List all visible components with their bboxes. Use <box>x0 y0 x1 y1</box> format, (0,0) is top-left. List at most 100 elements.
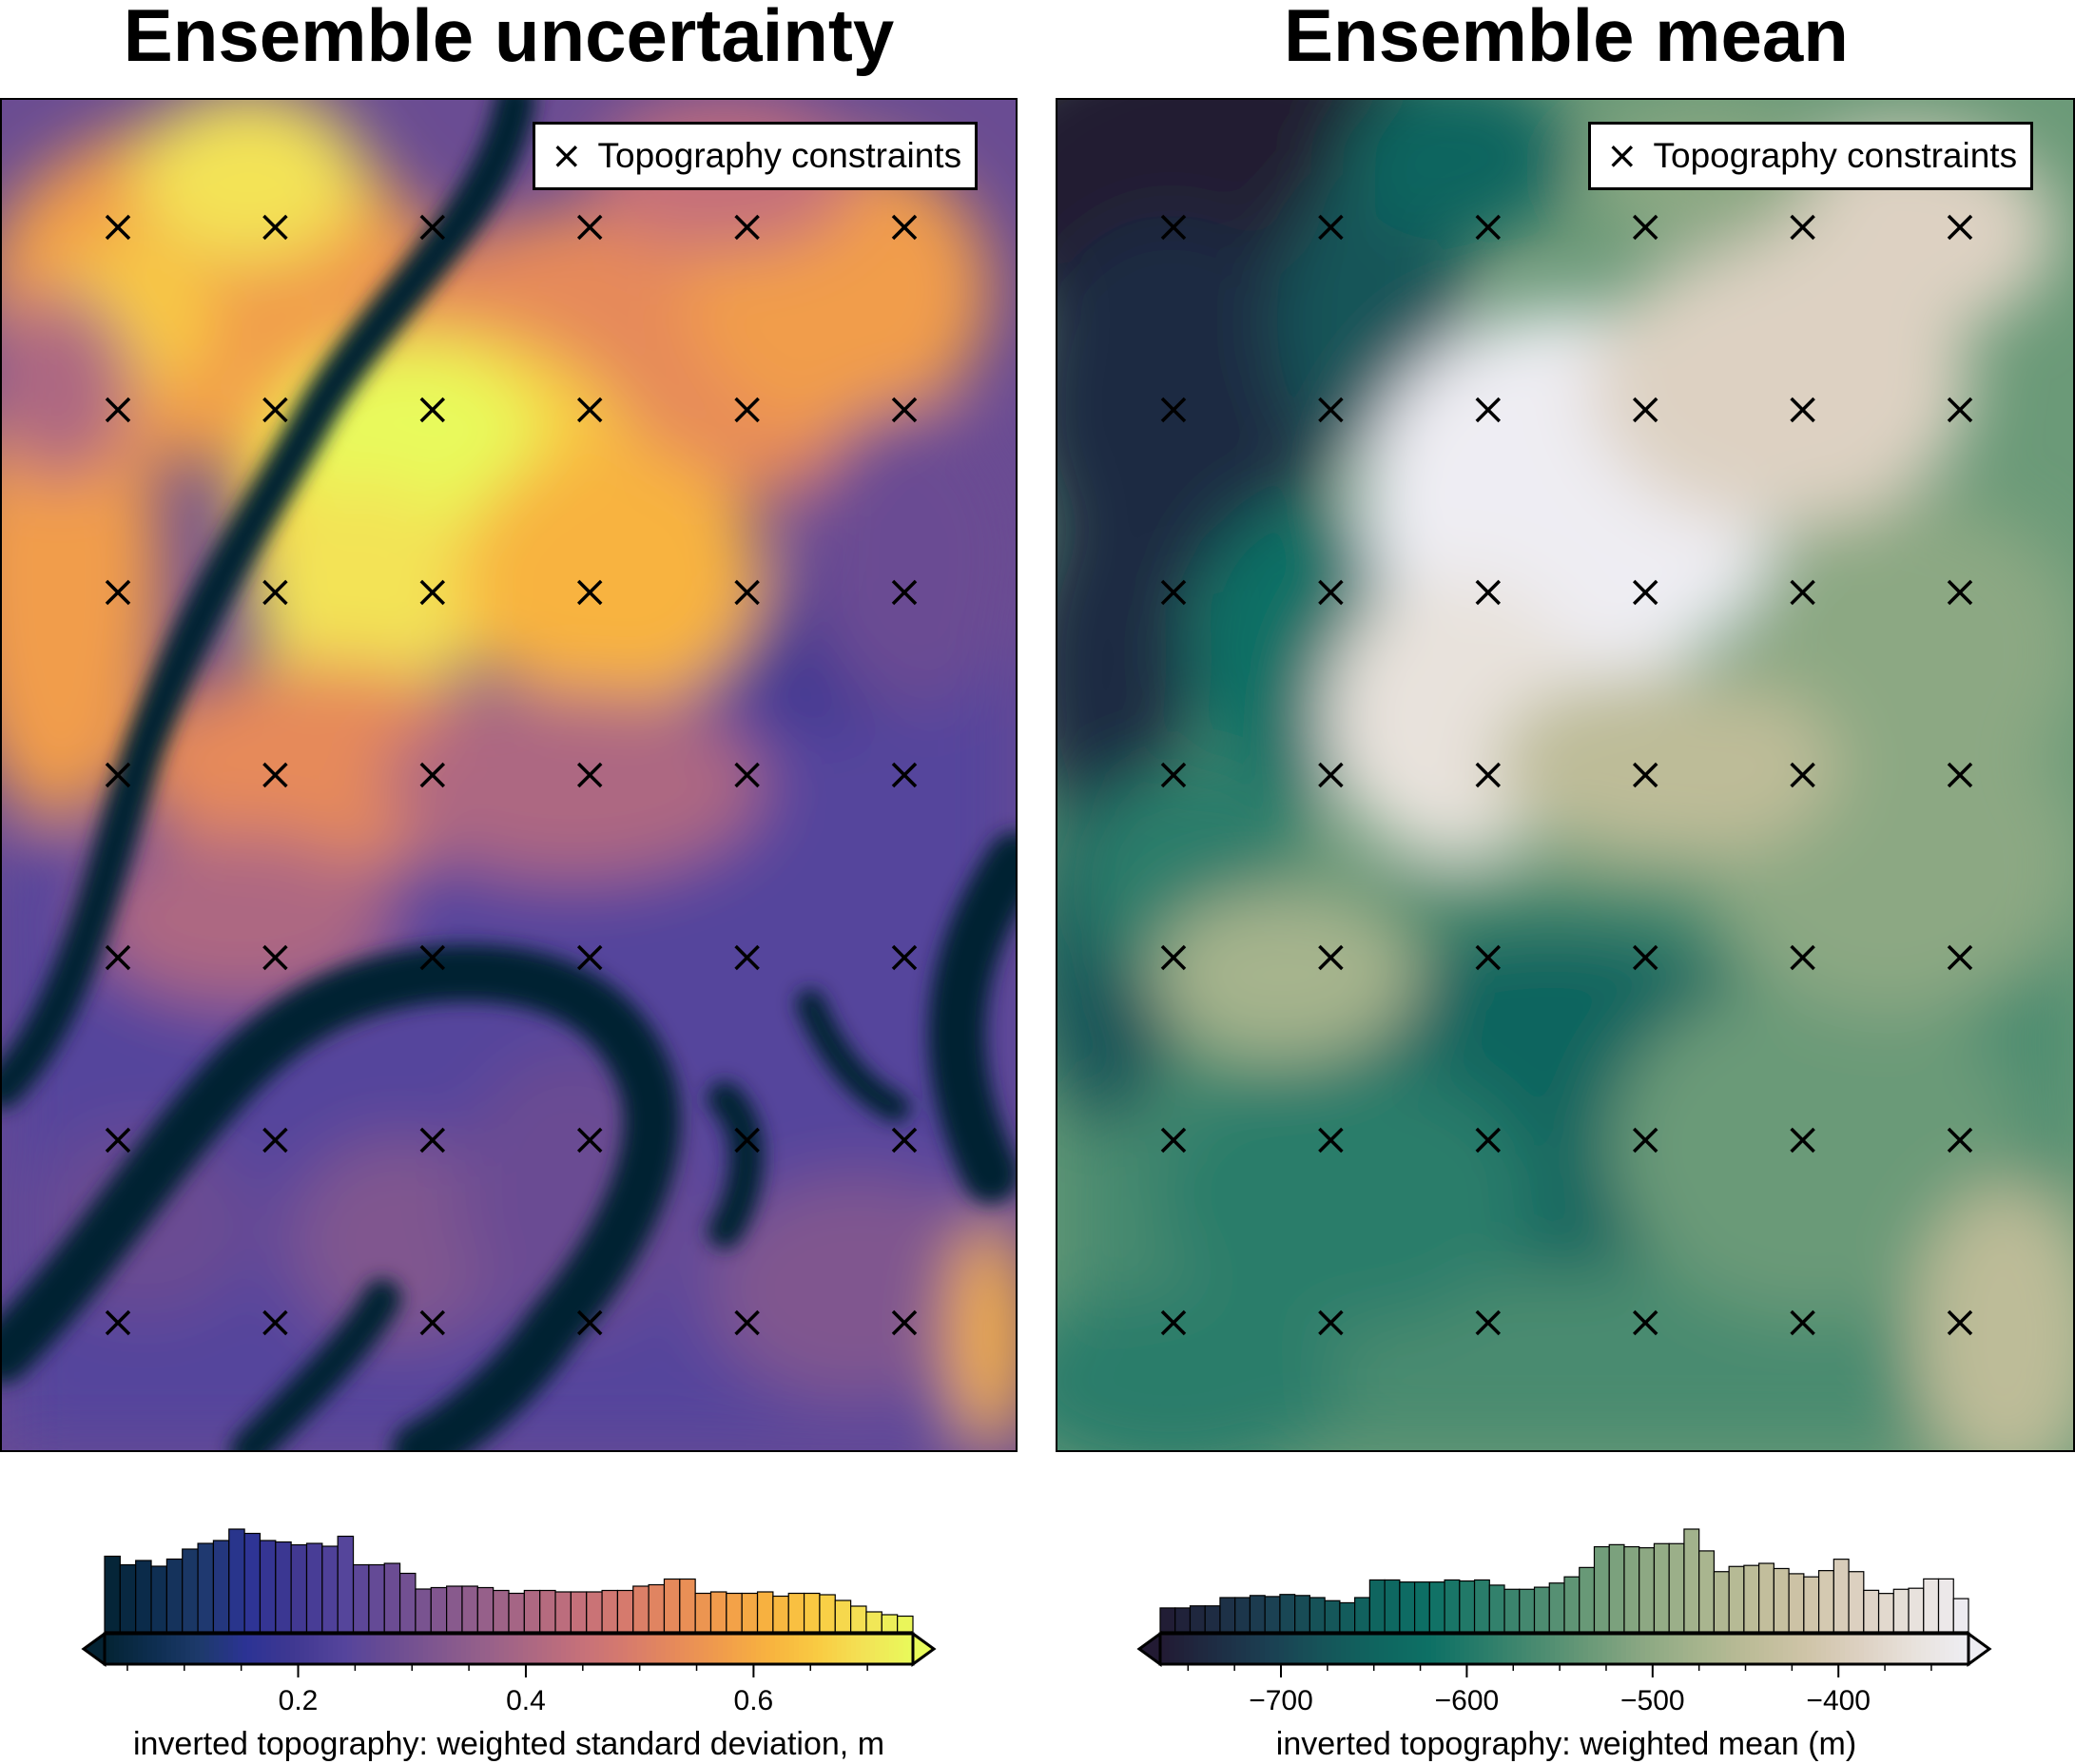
mean-colorbar-strip <box>1707 1634 1713 1664</box>
uncertainty-histogram-bar <box>197 1542 215 1633</box>
mean-histogram-bar <box>1833 1559 1850 1633</box>
uncertainty-histogram-bar <box>104 1555 121 1633</box>
constraint-point <box>419 762 446 788</box>
uncertainty-colorbar-strip <box>875 1634 881 1664</box>
mean-colorbar-strip <box>1617 1634 1622 1664</box>
uncertainty-histogram-bar <box>819 1594 836 1633</box>
mean-histogram-bar <box>1817 1570 1834 1633</box>
uncertainty-histogram-bar <box>756 1591 774 1633</box>
mean-colorbar-strip <box>1826 1634 1832 1664</box>
mean-colorbar-strip <box>1455 1634 1461 1664</box>
constraint-point <box>1475 944 1502 971</box>
mean-histogram-bar <box>1579 1566 1596 1633</box>
mean-colorbar-strip <box>1802 1634 1808 1664</box>
mean-colorbar-strip <box>1726 1634 1732 1664</box>
mean-colorbar-strip <box>1536 1634 1542 1664</box>
mean-histogram-bar <box>1713 1571 1730 1633</box>
constraint-point <box>891 579 918 606</box>
uncertainty-colorbar-strip <box>185 1634 191 1664</box>
constraint-point <box>1632 579 1658 606</box>
mean-colorbar-strip <box>1222 1634 1228 1664</box>
constraint-point <box>105 944 131 971</box>
uncertainty-colorbar-strip <box>732 1634 738 1664</box>
mean-colorbar-strip <box>1812 1634 1817 1664</box>
mean-histogram-bar <box>1639 1547 1656 1633</box>
uncertainty-colorbar-strip <box>414 1634 419 1664</box>
constraint-point <box>1947 762 1973 788</box>
uncertainty-colorbar-strip <box>528 1634 533 1664</box>
mean-colorbar-strip <box>1412 1634 1418 1664</box>
uncertainty-colorbar-strip <box>333 1634 339 1664</box>
mean-histogram-bar <box>1174 1607 1192 1633</box>
uncertainty-colorbar-strip <box>647 1634 652 1664</box>
mean-histogram-bar <box>1459 1580 1476 1633</box>
constraint-point <box>105 762 131 788</box>
constraint-point <box>1318 214 1344 241</box>
uncertainty-histogram-bar <box>275 1541 292 1633</box>
mean-colorbar-strip <box>1464 1634 1470 1664</box>
mean-tick-label: −400 <box>1806 1685 1871 1712</box>
uncertainty-colorbar-strip <box>575 1634 581 1664</box>
mean-map <box>1056 98 2075 1452</box>
mean-colorbar-strip <box>1179 1634 1185 1664</box>
mean-histogram-bar <box>1608 1543 1625 1633</box>
uncertainty-histogram-bar <box>523 1589 541 1633</box>
mean-colorbar-strip <box>1612 1634 1618 1664</box>
constraint-point <box>262 762 288 788</box>
constraint-point <box>734 397 760 423</box>
constraint-point <box>1947 1309 1973 1336</box>
constraint-point <box>576 1309 603 1336</box>
constraint-point <box>419 1127 446 1153</box>
uncertainty-colorbar-strip <box>846 1634 852 1664</box>
mean-colorbar-strip <box>1212 1634 1218 1664</box>
constraint-point <box>1947 579 1973 606</box>
uncertainty-colorbar-strip <box>804 1634 809 1664</box>
mean-tick-label: −600 <box>1435 1685 1500 1712</box>
uncertainty-colorbar-strip <box>295 1634 301 1664</box>
mean-colorbar-strip <box>1850 1634 1855 1664</box>
uncertainty-histogram-bar <box>834 1599 852 1633</box>
constraint-point <box>1632 762 1658 788</box>
mean-colorbar-strip <box>1607 1634 1613 1664</box>
uncertainty-colorbar-strip <box>856 1634 862 1664</box>
uncertainty-colorbar-strip <box>300 1634 305 1664</box>
constraint-point <box>1475 214 1502 241</box>
uncertainty-colorbar-strip <box>747 1634 752 1664</box>
uncertainty-colorbar-strip <box>870 1634 876 1664</box>
constraint-point <box>734 1127 760 1153</box>
uncertainty-colorbar-strip <box>556 1634 562 1664</box>
uncertainty-colorbar-strip <box>366 1634 372 1664</box>
mean-colorbar-strip <box>1360 1634 1366 1664</box>
uncertainty-colorbar-strip <box>242 1634 248 1664</box>
constraint-point <box>262 397 288 423</box>
uncertainty-colorbar-strip <box>238 1634 243 1664</box>
mean-colorbar-strip <box>1236 1634 1242 1664</box>
constraint-point <box>1475 1127 1502 1153</box>
uncertainty-colorbar-strip <box>604 1634 610 1664</box>
uncertainty-colorbar-strip <box>813 1634 819 1664</box>
constraint-point <box>734 214 760 241</box>
uncertainty-colorbar-strip <box>190 1634 196 1664</box>
mean-histogram-bar <box>1339 1601 1356 1633</box>
uncertainty-colorbar-strip <box>865 1634 871 1664</box>
left-panel-title: Ensemble uncertainty <box>123 0 895 77</box>
mean-colorbar-strip <box>1174 1634 1180 1664</box>
uncertainty-colorbar-high-extend <box>911 1631 937 1667</box>
uncertainty-colorbar-strip <box>442 1634 448 1664</box>
constraint-point <box>1160 214 1187 241</box>
constraint-point <box>1160 762 1187 788</box>
mean-colorbar-strip <box>1793 1634 1798 1664</box>
uncertainty-histogram-bar <box>679 1578 696 1633</box>
mean-colorbar-strip <box>1645 1634 1651 1664</box>
mean-colorbar-strip <box>1745 1634 1751 1664</box>
constraint-point <box>1160 1127 1187 1153</box>
uncertainty-colorbar-strip <box>319 1634 324 1664</box>
uncertainty-colorbar-strip <box>514 1634 519 1664</box>
mean-colorbar-strip <box>1964 1634 1969 1664</box>
mean-colorbar-strip <box>1384 1634 1389 1664</box>
uncertainty-colorbar-strip <box>827 1634 833 1664</box>
mean-colorbar-strip <box>1778 1634 1784 1664</box>
uncertainty-histogram-bar <box>415 1588 432 1633</box>
mean-histogram-bar <box>1952 1598 1969 1633</box>
mean-colorbar-strip <box>1564 1634 1570 1664</box>
